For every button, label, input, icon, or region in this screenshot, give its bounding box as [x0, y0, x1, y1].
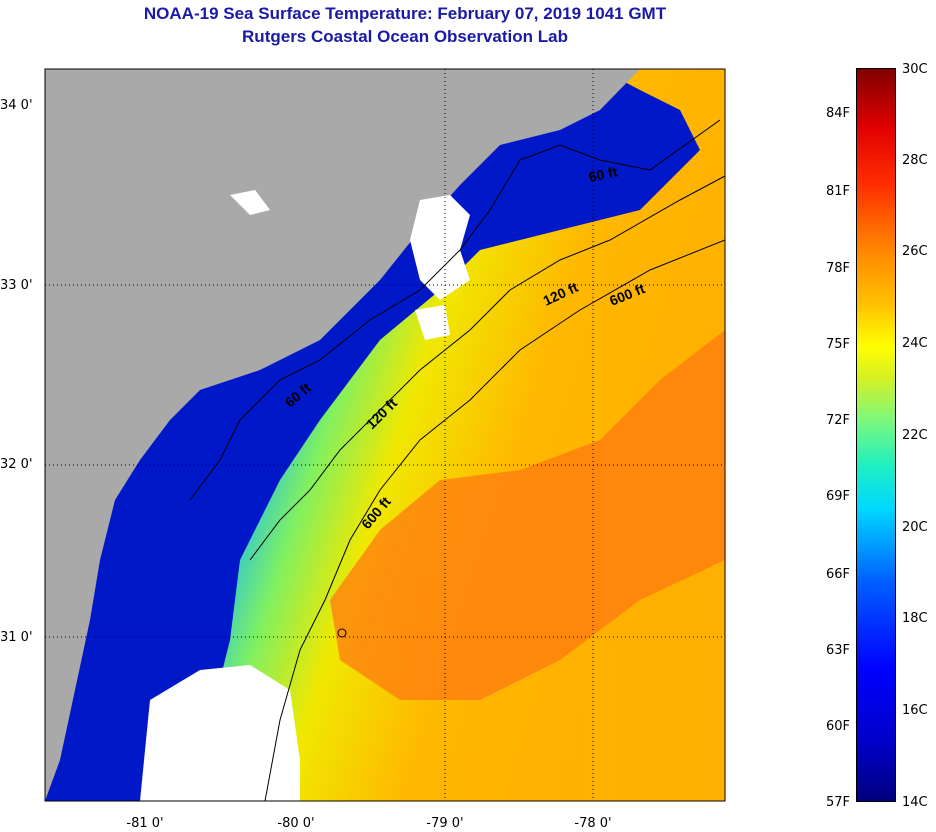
lon-label: -80 0' — [277, 816, 315, 831]
map-frame — [44, 68, 726, 802]
title-line-2: Rutgers Coastal Ocean Observation Lab — [242, 27, 568, 46]
warm-core — [330, 330, 725, 700]
fahrenheit-label: 72F — [825, 413, 850, 428]
isobath-600ft — [264, 239, 725, 801]
celsius-label: 16C — [902, 703, 928, 718]
lon-label: -79 0' — [426, 816, 464, 831]
celsius-label: 18C — [902, 611, 928, 626]
fahrenheit-label: 63F — [825, 643, 850, 658]
fahrenheit-label: 75F — [825, 337, 850, 352]
celsius-label: 28C — [902, 153, 928, 168]
fahrenheit-label: 69F — [825, 489, 850, 504]
fahrenheit-label: 84F — [825, 106, 850, 121]
lat-label: 32 0' — [0, 457, 33, 472]
celsius-label: 14C — [902, 795, 928, 810]
celsius-label: 30C — [902, 62, 928, 77]
cloud-patch — [415, 305, 450, 340]
fahrenheit-label: 81F — [825, 184, 850, 199]
lon-label: -78 0' — [574, 816, 612, 831]
lat-label: 31 0' — [0, 630, 33, 645]
fahrenheit-label: 66F — [825, 567, 850, 582]
celsius-label: 22C — [902, 428, 928, 443]
lat-label: 33 0' — [0, 278, 33, 293]
fahrenheit-label: 57F — [825, 795, 850, 810]
fahrenheit-label: 60F — [825, 719, 850, 734]
cloud-patch — [230, 190, 270, 215]
celsius-label: 24C — [902, 336, 928, 351]
celsius-label: 20C — [902, 520, 928, 535]
title-line-1: NOAA-19 Sea Surface Temperature: Februar… — [143, 4, 667, 23]
fahrenheit-label: 78F — [825, 261, 850, 276]
celsius-label: 26C — [902, 244, 928, 259]
land — [45, 69, 640, 801]
lon-label: -81 0' — [126, 816, 164, 831]
cloud-patch — [140, 665, 300, 801]
cloud-patch — [410, 195, 470, 300]
lat-label: 34 0' — [0, 98, 33, 113]
isobath-label: 60 ft — [587, 163, 619, 185]
temperature-colorbar — [856, 68, 896, 802]
